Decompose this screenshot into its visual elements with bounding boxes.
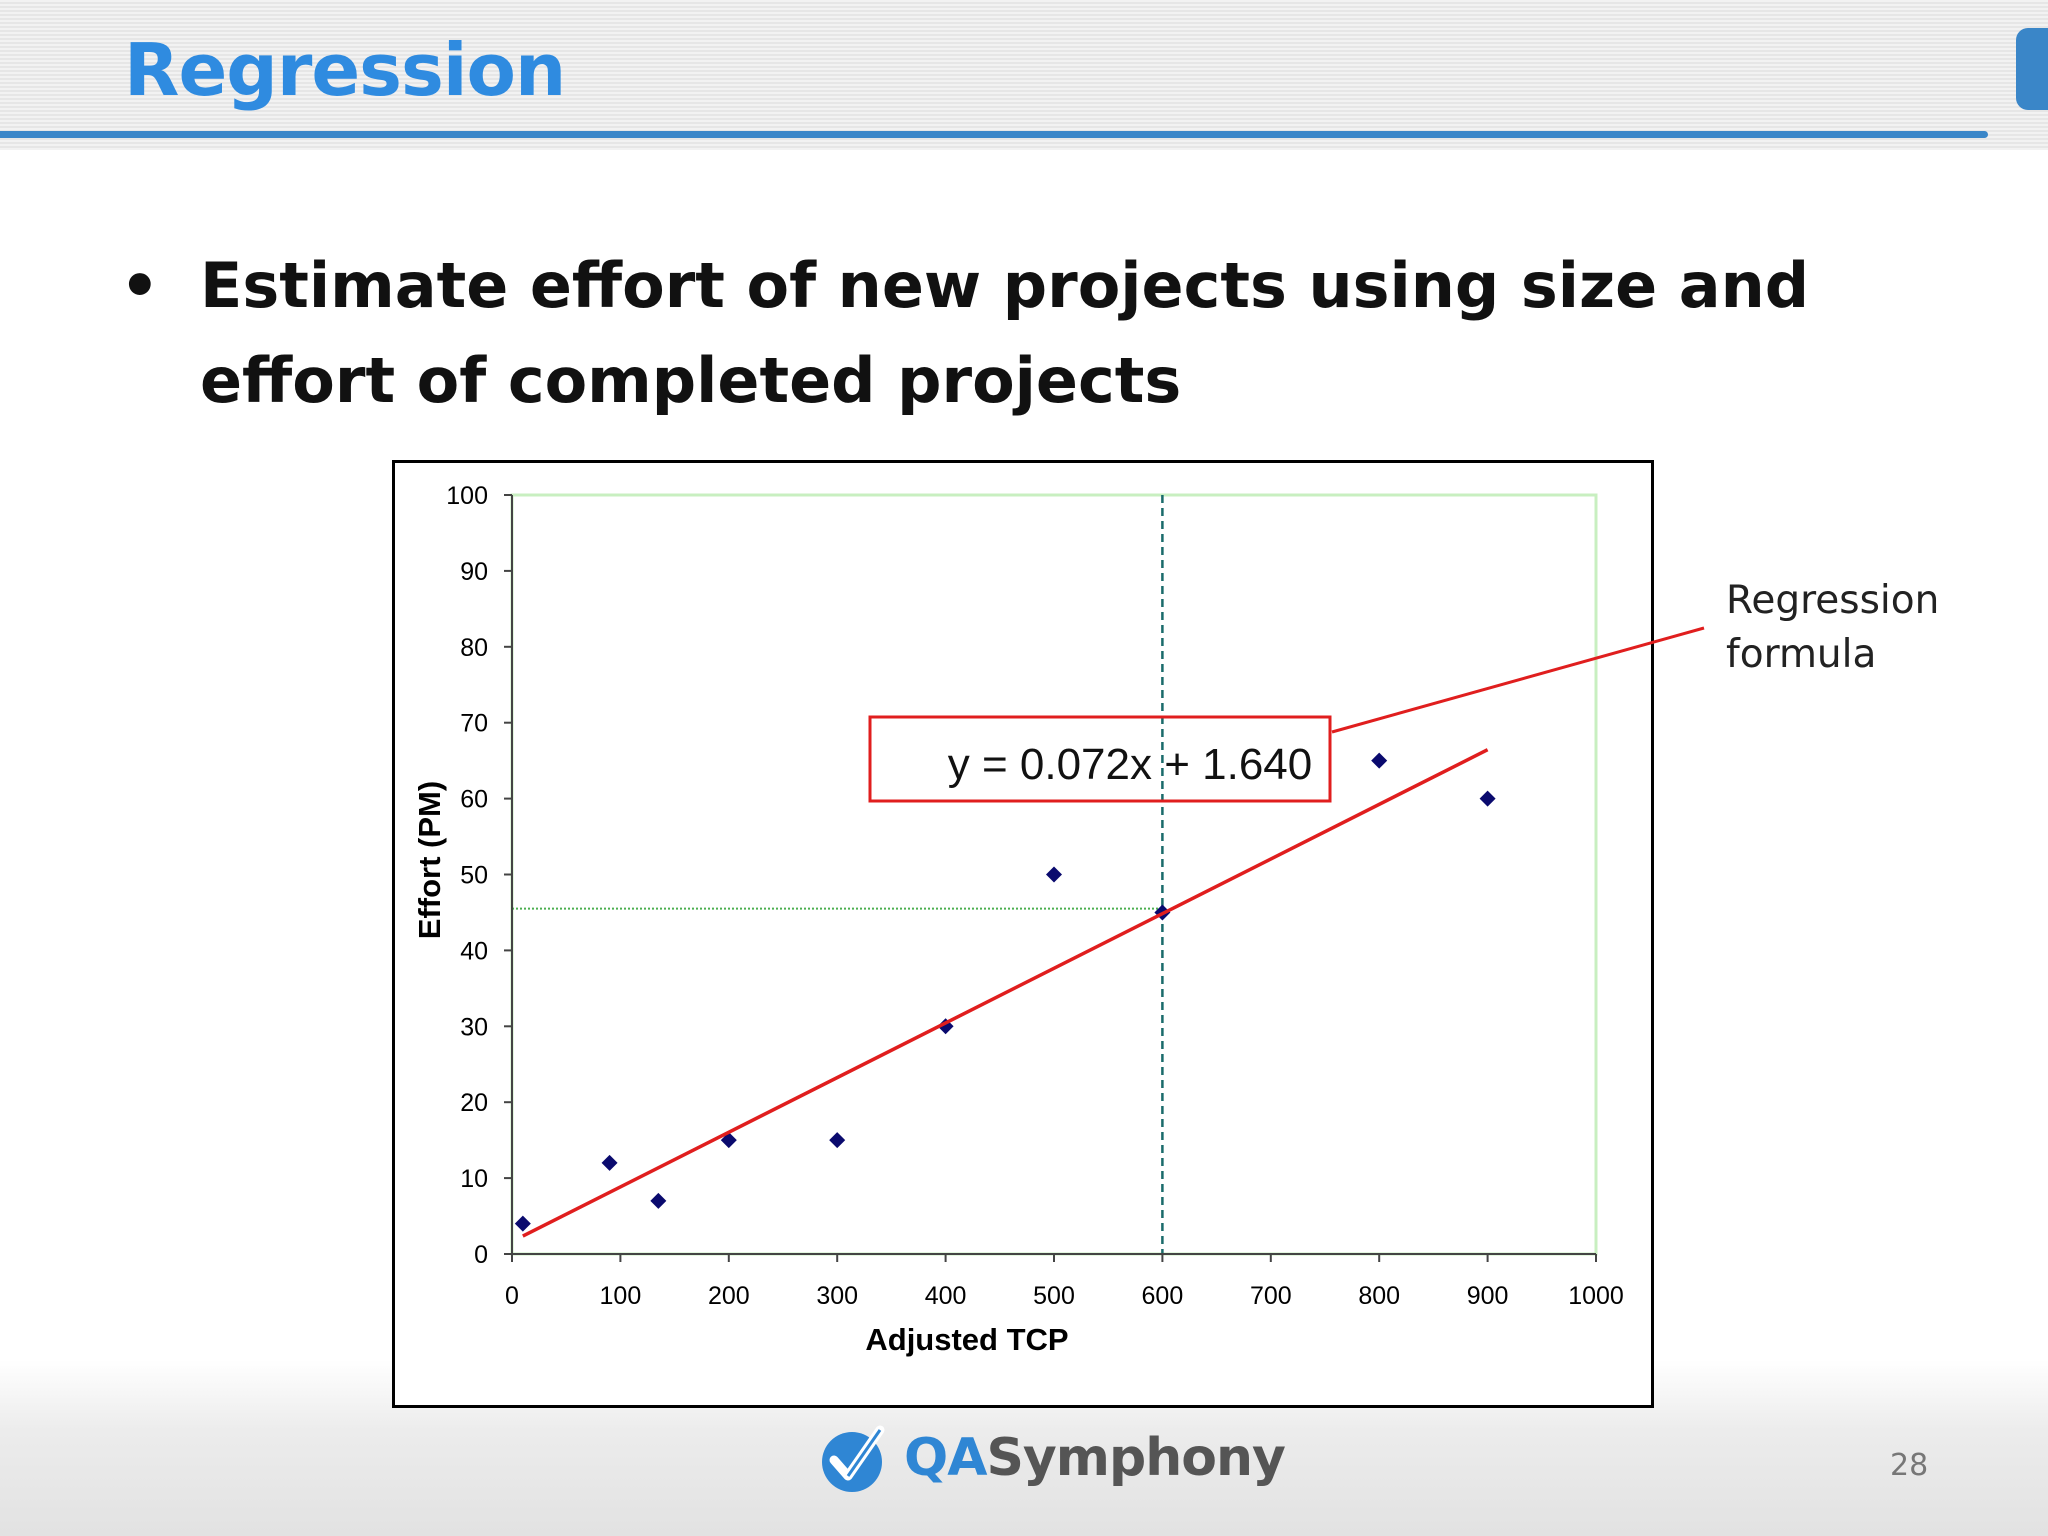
y-tick-label: 20	[460, 1089, 488, 1117]
regression-formula-callout: Regression formula	[1726, 574, 1939, 682]
x-tick-label: 300	[816, 1282, 858, 1310]
page-number: 28	[1890, 1448, 1929, 1483]
x-tick-label: 500	[1033, 1282, 1075, 1310]
x-tick-label: 400	[925, 1282, 967, 1310]
y-tick-label: 40	[460, 937, 488, 965]
y-axis-title: Effort (PM)	[412, 781, 447, 939]
checkmark-badge-icon	[822, 1425, 885, 1492]
y-tick-label: 0	[474, 1241, 488, 1269]
y-tick-label: 100	[446, 482, 488, 510]
equation-box	[868, 715, 1332, 803]
data-point	[1046, 866, 1062, 883]
regression-line	[522, 748, 1489, 1238]
regression-equation: y = 0.072x + 1.640	[948, 740, 1313, 789]
data-point	[601, 1154, 618, 1171]
x-tick-label: 100	[600, 1282, 642, 1310]
data-point	[1479, 790, 1496, 807]
y-tick-label: 30	[460, 1013, 488, 1041]
y-tick-label: 60	[460, 786, 488, 814]
data-point	[650, 1192, 667, 1209]
callout-line-1: Regression	[1726, 578, 1940, 623]
x-tick-label: 200	[708, 1282, 750, 1310]
slide-title: Regression	[124, 28, 566, 112]
header-rule	[0, 131, 1988, 138]
data-point	[829, 1132, 846, 1149]
callout-leader-line	[1331, 626, 1705, 734]
logo-symphony: Symphony	[986, 1428, 1285, 1488]
logo-wordmark: QASymphony	[904, 1428, 1286, 1488]
data-point	[1371, 752, 1388, 769]
callout-line-2: formula	[1726, 632, 1877, 677]
y-tick-label: 50	[460, 862, 488, 890]
y-tick-label: 10	[460, 1165, 488, 1193]
data-point	[514, 1215, 531, 1232]
x-tick-label: 800	[1358, 1282, 1400, 1310]
x-tick-label: 700	[1250, 1282, 1292, 1310]
x-tick-label: 0	[505, 1282, 519, 1310]
qasymphony-logo: QASymphony	[818, 1418, 1286, 1498]
data-point	[937, 1018, 954, 1035]
x-tick-label: 600	[1142, 1282, 1184, 1310]
x-tick-label: 1000	[1568, 1282, 1624, 1310]
corner-tab	[2016, 28, 2048, 110]
logo-qa: QA	[904, 1428, 987, 1488]
bullet-text: Estimate effort of new projects using si…	[200, 249, 1810, 417]
y-tick-label: 70	[460, 710, 488, 738]
y-tick-label: 90	[460, 558, 488, 586]
header-band	[0, 0, 2048, 150]
y-tick-label: 80	[460, 634, 488, 662]
x-tick-label: 900	[1467, 1282, 1509, 1310]
bullet-dot-icon: •	[120, 249, 160, 322]
x-axis-title: Adjusted TCP	[865, 1322, 1068, 1357]
bullet-point: • Estimate effort of new projects using …	[120, 238, 1970, 428]
